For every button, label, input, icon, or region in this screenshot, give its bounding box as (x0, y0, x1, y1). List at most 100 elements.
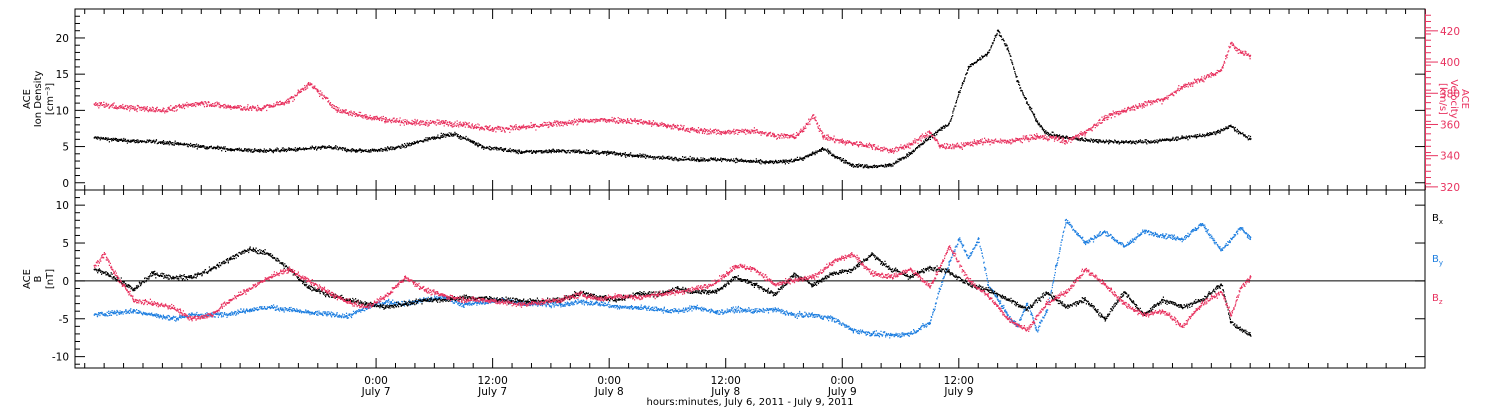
density-point-32 (870, 165, 873, 168)
xtick-time-1: 12:00 (477, 375, 507, 387)
bx-point-41 (889, 268, 892, 271)
velocity-point-16 (520, 126, 523, 129)
bx-point-34 (754, 283, 756, 286)
bz-point-45 (948, 245, 950, 248)
velocity-point-43 (1103, 117, 1106, 120)
by-point-53 (1025, 302, 1028, 305)
bz-point-12 (307, 280, 309, 282)
velocity-point-42 (1084, 131, 1086, 134)
density-point-22 (666, 157, 669, 160)
bz-point-51 (1064, 291, 1067, 294)
density-point-27 (783, 160, 785, 163)
density-point-14 (472, 141, 475, 144)
legend-bz: Bz (1432, 293, 1443, 306)
velocity-point-0 (93, 103, 96, 106)
by-point-29 (656, 308, 659, 311)
bz-point-19 (443, 295, 445, 297)
bz-point-50 (1045, 302, 1048, 305)
density-point-34 (909, 152, 912, 155)
density-point-23 (695, 158, 698, 161)
by-point-7 (229, 312, 232, 315)
bz-point-62 (1249, 276, 1252, 278)
top-left-ylabel-line1: ACE (22, 89, 33, 109)
velocity-point-18 (579, 120, 581, 123)
bottom-ylabel-line2: B (33, 275, 44, 282)
density-point-4 (229, 148, 232, 151)
velocity-point-9 (336, 109, 339, 112)
bx-point-36 (792, 273, 795, 276)
velocity-point-1 (122, 106, 125, 109)
velocity-ytick-label-2: 360 (1440, 119, 1460, 131)
velocity-ytick-label-4: 400 (1440, 57, 1460, 69)
bot-ytick-label-4: 10 (56, 200, 69, 212)
bx-point-18 (443, 298, 445, 301)
velocity-ytick-label-1: 340 (1440, 151, 1460, 163)
bz-point-26 (579, 293, 581, 296)
bx-point-50 (1064, 306, 1067, 309)
density-point-6 (297, 148, 300, 151)
top-ytick-label-3: 15 (56, 69, 69, 81)
by-point-63 (1181, 238, 1184, 241)
by-point-57 (1064, 219, 1067, 222)
bz-point-7 (210, 314, 212, 316)
by-point-11 (307, 311, 309, 314)
velocity-point-28 (812, 114, 814, 116)
density-point-2 (161, 141, 164, 144)
bz-point-35 (754, 268, 756, 271)
by-point-10 (287, 308, 290, 311)
bz-point-40 (851, 253, 853, 256)
bz-point-25 (559, 298, 562, 301)
bz-point-17 (404, 276, 407, 278)
by-point-59 (1103, 230, 1106, 233)
velocity-point-49 (1220, 69, 1222, 71)
bz-point-18 (423, 289, 426, 291)
bx-point-56 (1181, 306, 1184, 309)
by-point-55 (1045, 310, 1048, 313)
bz-point-54 (1123, 302, 1125, 305)
velocity-series (93, 41, 1252, 154)
bx-point-5 (190, 276, 193, 278)
density-point-17 (520, 151, 523, 154)
top-right-ylabel-line2: Velocity (1448, 79, 1459, 118)
velocity-point-46 (1161, 98, 1164, 101)
velocity-point-10 (365, 115, 368, 118)
density-point-10 (394, 147, 397, 149)
bz-point-24 (540, 301, 543, 303)
bx-point-30 (676, 287, 679, 290)
velocity-point-38 (1006, 140, 1009, 143)
density-point-21 (637, 155, 640, 157)
bx-point-0 (93, 268, 96, 271)
velocity-point-27 (802, 128, 805, 131)
by-point-32 (715, 311, 717, 314)
bot-ytick-label-0: -10 (52, 352, 69, 364)
by-point-27 (618, 306, 620, 309)
density-point-0 (93, 137, 96, 139)
xtick-time-4: 0:00 (830, 375, 854, 387)
bot-ytick-label-2: 0 (62, 276, 69, 288)
by-point-43 (928, 321, 931, 324)
velocity-point-8 (316, 90, 319, 93)
density-point-43 (1025, 102, 1028, 104)
density-point-7 (326, 146, 329, 149)
top-ytick-label-4: 20 (56, 33, 69, 45)
bx-point-3 (151, 272, 154, 275)
by-point-46 (957, 238, 960, 241)
by-point-45 (948, 261, 950, 263)
bx-point-49 (1045, 291, 1048, 294)
velocity-point-32 (889, 150, 892, 152)
bz-point-43 (909, 268, 912, 271)
x-axis-title: hours:minutes, July 6, 2011 - July 9, 20… (647, 397, 854, 408)
bx-point-57 (1200, 298, 1203, 301)
density-point-25 (744, 160, 746, 162)
density-point-28 (802, 157, 805, 160)
velocity-point-5 (258, 108, 261, 110)
density-point-19 (579, 150, 581, 153)
density-point-54 (1249, 138, 1252, 141)
bz-point-48 (1006, 317, 1009, 320)
density-point-38 (967, 66, 970, 68)
bx-point-17 (423, 298, 426, 301)
bz-point-28 (618, 295, 620, 297)
density-point-37 (957, 91, 960, 94)
velocity-point-6 (287, 100, 290, 102)
